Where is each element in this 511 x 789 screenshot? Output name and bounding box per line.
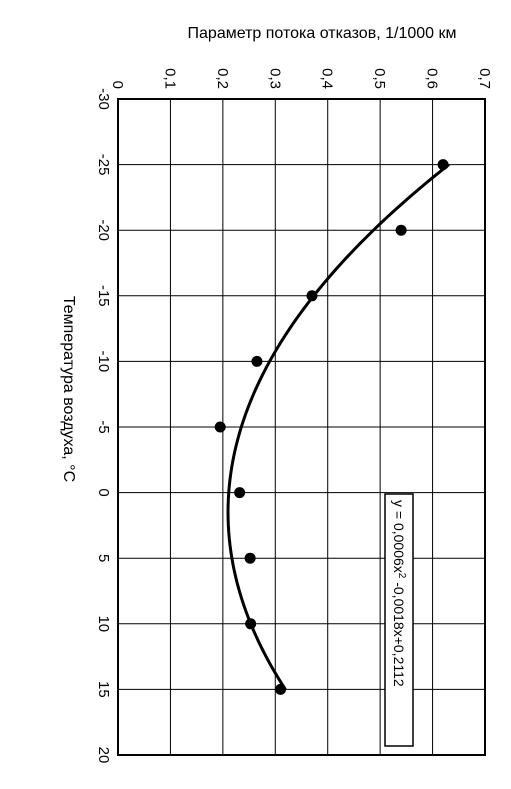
y-tick-label: 0,4 (319, 68, 336, 89)
y-tick-label: 0,7 (476, 68, 493, 89)
equation-label: y = 0,0006x2 -0,0018x+0,2112 (391, 500, 408, 687)
trendline (226, 163, 450, 691)
data-point (234, 487, 246, 499)
y-tick-label: 0 (109, 81, 126, 89)
x-tick-label: -15 (95, 285, 112, 307)
x-tick-label: 5 (95, 554, 112, 562)
y-axis-ticks: 0 0,1 0,2 0,3 0,4 0,5 0,6 0,7 (109, 68, 493, 89)
y-tick-label: 0,6 (424, 68, 441, 89)
plot-border (117, 98, 486, 756)
data-point (245, 618, 257, 630)
x-tick-label: 0 (95, 488, 112, 496)
y-tick-label: 0,1 (161, 68, 178, 89)
equation-suffix: -0,0018x+0,2112 (391, 578, 407, 687)
x-tick-label: 20 (95, 747, 112, 764)
equation-frame (384, 493, 414, 747)
x-tick-label: 10 (95, 615, 112, 632)
x-tick-label: 15 (95, 681, 112, 698)
x-tick-label: -5 (95, 420, 112, 433)
y-tick-label: 0,2 (214, 68, 231, 89)
data-point (437, 159, 449, 171)
y-axis-title: Параметр потока отказов, 1/1000 км (188, 25, 457, 42)
x-axis-ticks: -30 -25 -20 -15 -10 -5 0 5 10 15 20 (95, 88, 112, 763)
y-tick-label: 0,5 (371, 68, 388, 89)
data-point (395, 224, 407, 236)
x-tick-label: -25 (95, 154, 112, 176)
x-tick-label: -30 (95, 88, 112, 110)
data-point (306, 290, 318, 302)
equation-exponent: 2 (397, 573, 408, 579)
plot-area (117, 98, 486, 756)
data-point (275, 683, 287, 695)
x-axis-title: Температура воздуха, °С (60, 296, 77, 482)
data-points (214, 159, 449, 695)
x-tick-label: -10 (95, 351, 112, 373)
equation-box: y = 0,0006x2 -0,0018x+0,2112 (384, 493, 414, 747)
y-tick-label: 0,3 (266, 68, 283, 89)
equation-prefix: y = 0,0006x (391, 500, 407, 573)
data-point (244, 552, 256, 564)
x-tick-label: -20 (95, 219, 112, 241)
data-point (251, 355, 263, 367)
data-point (214, 421, 226, 433)
